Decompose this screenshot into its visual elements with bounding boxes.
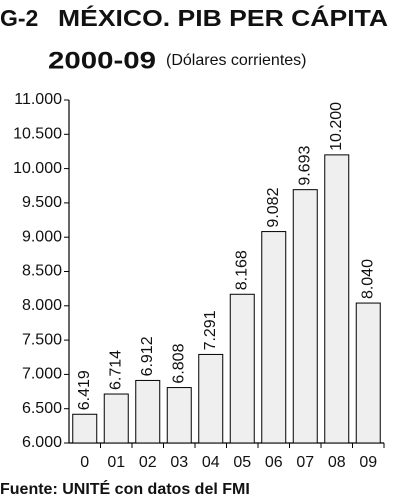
x-tick-label: 06 xyxy=(265,454,283,471)
bar xyxy=(72,413,98,444)
x-tick-label: 02 xyxy=(139,454,157,471)
x-tick-label: 01 xyxy=(107,454,125,471)
value-label: 8.040 xyxy=(359,259,376,299)
value-label: 10.200 xyxy=(328,102,345,151)
value-label: 9.082 xyxy=(265,187,282,227)
value-label: 6.912 xyxy=(139,336,156,376)
value-label: 6.419 xyxy=(76,370,93,410)
y-tick-label: 6.500 xyxy=(22,400,62,417)
y-tick-label: 6.000 xyxy=(22,434,62,451)
x-tick-label: 09 xyxy=(359,454,377,471)
value-label: 7.291 xyxy=(202,310,219,350)
value-label: 6.714 xyxy=(107,350,124,390)
bar xyxy=(166,387,192,444)
bar xyxy=(198,353,224,444)
chart-source: Fuente: UNITÉ con datos del FMI xyxy=(0,479,250,498)
y-tick-label: 8.500 xyxy=(22,263,62,280)
chart-period: 2000-09 xyxy=(48,47,156,74)
y-tick-label: 8.000 xyxy=(22,297,62,314)
y-tick-label: 7.000 xyxy=(22,366,62,383)
y-tick-label: 10.000 xyxy=(13,160,62,177)
x-tick-label: 03 xyxy=(170,454,188,471)
x-tick-label: 04 xyxy=(202,454,220,471)
bar xyxy=(324,154,350,444)
value-label: 6.808 xyxy=(170,343,187,383)
y-tick-label: 9.500 xyxy=(22,194,62,211)
bar xyxy=(261,231,287,444)
chart-subtitle: (Dólares corrientes) xyxy=(166,52,306,69)
chart-title: MÉXICO. PIB PER CÁPITA xyxy=(58,4,388,31)
bar xyxy=(292,189,318,444)
bar xyxy=(355,302,381,444)
x-tick-label: 08 xyxy=(328,454,346,471)
bar xyxy=(135,379,161,444)
y-tick-label: 9.000 xyxy=(22,228,62,245)
chart-label: G-2 xyxy=(0,5,38,31)
y-tick-label: 11.000 xyxy=(14,91,62,108)
value-label: 8.168 xyxy=(233,250,250,290)
value-label: 9.693 xyxy=(296,146,313,186)
bar xyxy=(229,293,255,444)
y-tick-label: 10.500 xyxy=(13,126,62,143)
x-tick-label: 07 xyxy=(296,454,314,471)
y-tick-label: 7.500 xyxy=(22,331,62,348)
x-tick-label: 0 xyxy=(80,454,89,471)
bar xyxy=(103,393,129,444)
x-tick-label: 05 xyxy=(233,454,251,471)
